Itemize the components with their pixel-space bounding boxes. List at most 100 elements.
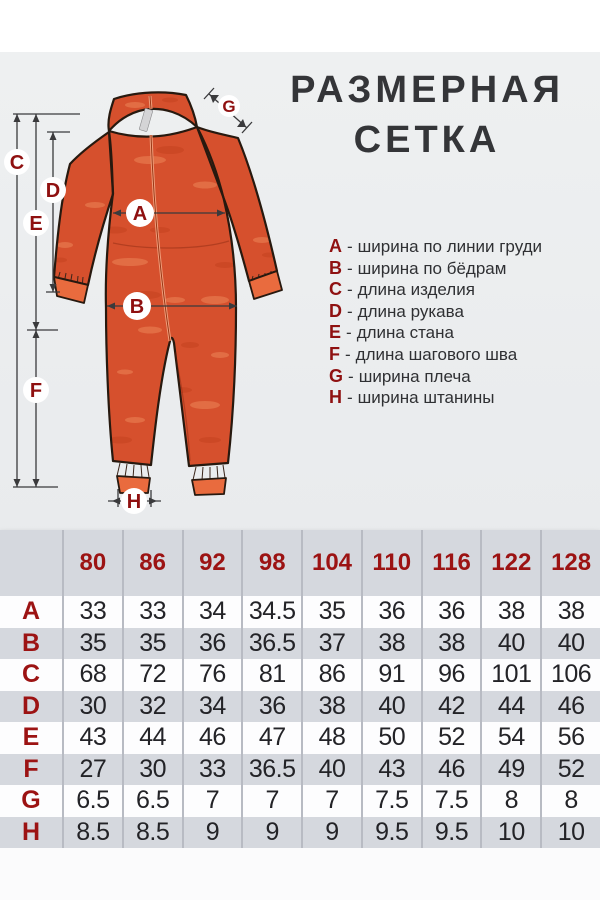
table-row: B 35 35 36 36.5 37 38 38 40 40 (0, 627, 600, 659)
size-column-header: 104 (301, 530, 361, 596)
value-cell: 42 (420, 690, 481, 722)
size-column-header: 116 (420, 530, 481, 596)
value-cell: 6.5 (121, 785, 182, 817)
legend-item: F - длина шагового шва (329, 344, 591, 366)
table-row: D 30 32 34 36 38 40 42 44 46 (0, 690, 600, 722)
value-cell: 10 (540, 816, 600, 848)
value-cell: 37 (301, 627, 361, 659)
value-cell: 9.5 (420, 816, 481, 848)
chest-seam (112, 240, 230, 249)
value-cell: 47 (241, 722, 301, 754)
value-cell: 8 (540, 785, 600, 817)
value-cell: 106 (540, 659, 600, 691)
legend-letter: H (329, 387, 342, 408)
value-cell: 36.5 (241, 753, 301, 785)
value-cell: 9 (301, 816, 361, 848)
value-cell: 9 (241, 816, 301, 848)
legend-letter: C (329, 279, 342, 300)
legend-letter: E (329, 322, 342, 343)
legend-item: E - длина стана (329, 322, 591, 344)
value-cell: 30 (62, 690, 122, 722)
size-column-header: 86 (121, 530, 182, 596)
marker-g: G (222, 97, 235, 116)
marker-a: A (133, 203, 147, 225)
table-row: C 68 72 76 81 86 91 96 101 106 (0, 659, 600, 691)
value-cell: 10 (480, 816, 540, 848)
table-row: F 27 30 33 36.5 40 43 46 49 52 (0, 753, 600, 785)
row-letter-cell: G (21, 786, 41, 815)
legend-description: ширина по линии груди (357, 237, 543, 256)
legend-letter: G (329, 365, 344, 386)
value-cell: 35 (121, 627, 182, 659)
legend-separator: - (347, 301, 353, 321)
value-cell: 36.5 (241, 627, 301, 659)
legend-separator: - (347, 280, 353, 300)
right-sleeve-cuff (248, 270, 283, 300)
row-letter-cell: E (22, 723, 40, 752)
value-cell: 30 (121, 753, 182, 785)
value-cell: 35 (301, 596, 361, 628)
legend-item: D - длина рукава (329, 301, 591, 323)
legend-separator: - (347, 258, 353, 278)
value-cell: 38 (301, 690, 361, 722)
legend-description: ширина плеча (358, 366, 471, 386)
row-letter-cell: H (21, 817, 41, 846)
legend-item: C - длина изделия (329, 279, 591, 301)
value-cell: 52 (540, 753, 600, 785)
value-cell: 38 (540, 596, 600, 628)
size-column-header: 98 (241, 530, 301, 596)
value-cell: 36 (181, 627, 242, 659)
table-header-row: 80 86 92 98 104 110 116 122 128 (0, 530, 600, 596)
row-letter-cell: C (21, 660, 41, 689)
value-cell: 49 (480, 753, 540, 785)
value-cell: 40 (301, 753, 361, 785)
value-cell: 40 (540, 627, 600, 659)
legend-list: A - ширина по линии груди B - ширина по бёдра… (329, 236, 591, 409)
legend-separator: - (348, 366, 354, 386)
row-letter-cell: D (21, 691, 41, 720)
legend-item: A - ширина по линии груди (329, 236, 591, 258)
value-cell: 7.5 (420, 785, 481, 817)
value-cell: 101 (480, 659, 540, 691)
legend-separator: - (347, 237, 353, 256)
marker-h: H (127, 491, 141, 513)
legend-letter: F (329, 343, 340, 364)
collar (108, 92, 197, 131)
value-cell: 7 (241, 785, 301, 817)
camo-pattern (54, 97, 277, 444)
marker-f: F (30, 380, 42, 402)
legend-description: ширина штанины (357, 388, 495, 408)
size-column-header: 92 (181, 530, 242, 596)
value-cell: 86 (301, 659, 361, 691)
marker-d: D (46, 180, 60, 202)
marker-c: C (10, 152, 24, 174)
table-row: A 33 33 34 34.5 35 36 36 38 38 (0, 596, 600, 628)
legend-letter: B (329, 257, 342, 278)
collar-tag (139, 108, 153, 132)
value-cell: 36 (360, 596, 421, 628)
legend-separator: - (345, 344, 351, 364)
bottom-band (0, 848, 600, 900)
legend-description: длина шагового шва (355, 344, 518, 364)
value-cell: 7 (181, 785, 242, 817)
value-cell: 9 (181, 816, 242, 848)
table-row: G 6.5 6.5 7 7 7 7.5 7.5 8 8 (0, 785, 600, 817)
value-cell: 46 (420, 753, 481, 785)
legend-description: длина рукава (357, 301, 464, 321)
top-section: A B C D E F G H РАЗМЕРНАЯ СЕТКА A - ширина… (0, 52, 600, 530)
value-cell: 50 (360, 722, 421, 754)
value-cell: 8 (480, 785, 540, 817)
value-cell: 40 (480, 627, 540, 659)
right-leg-cuff (191, 477, 227, 496)
legend-item: B - ширина по бёдрам (329, 258, 591, 280)
value-cell: 38 (480, 596, 540, 628)
legend-letter: A (329, 236, 342, 256)
value-cell: 35 (62, 627, 122, 659)
value-cell: 34 (181, 596, 242, 628)
value-cell: 6.5 (62, 785, 122, 817)
value-cell: 72 (121, 659, 182, 691)
page-title-line2: СЕТКА (353, 119, 501, 161)
value-cell: 38 (420, 627, 481, 659)
legend-description: ширина по бёдрам (357, 258, 507, 278)
size-column-header: 80 (62, 530, 122, 596)
